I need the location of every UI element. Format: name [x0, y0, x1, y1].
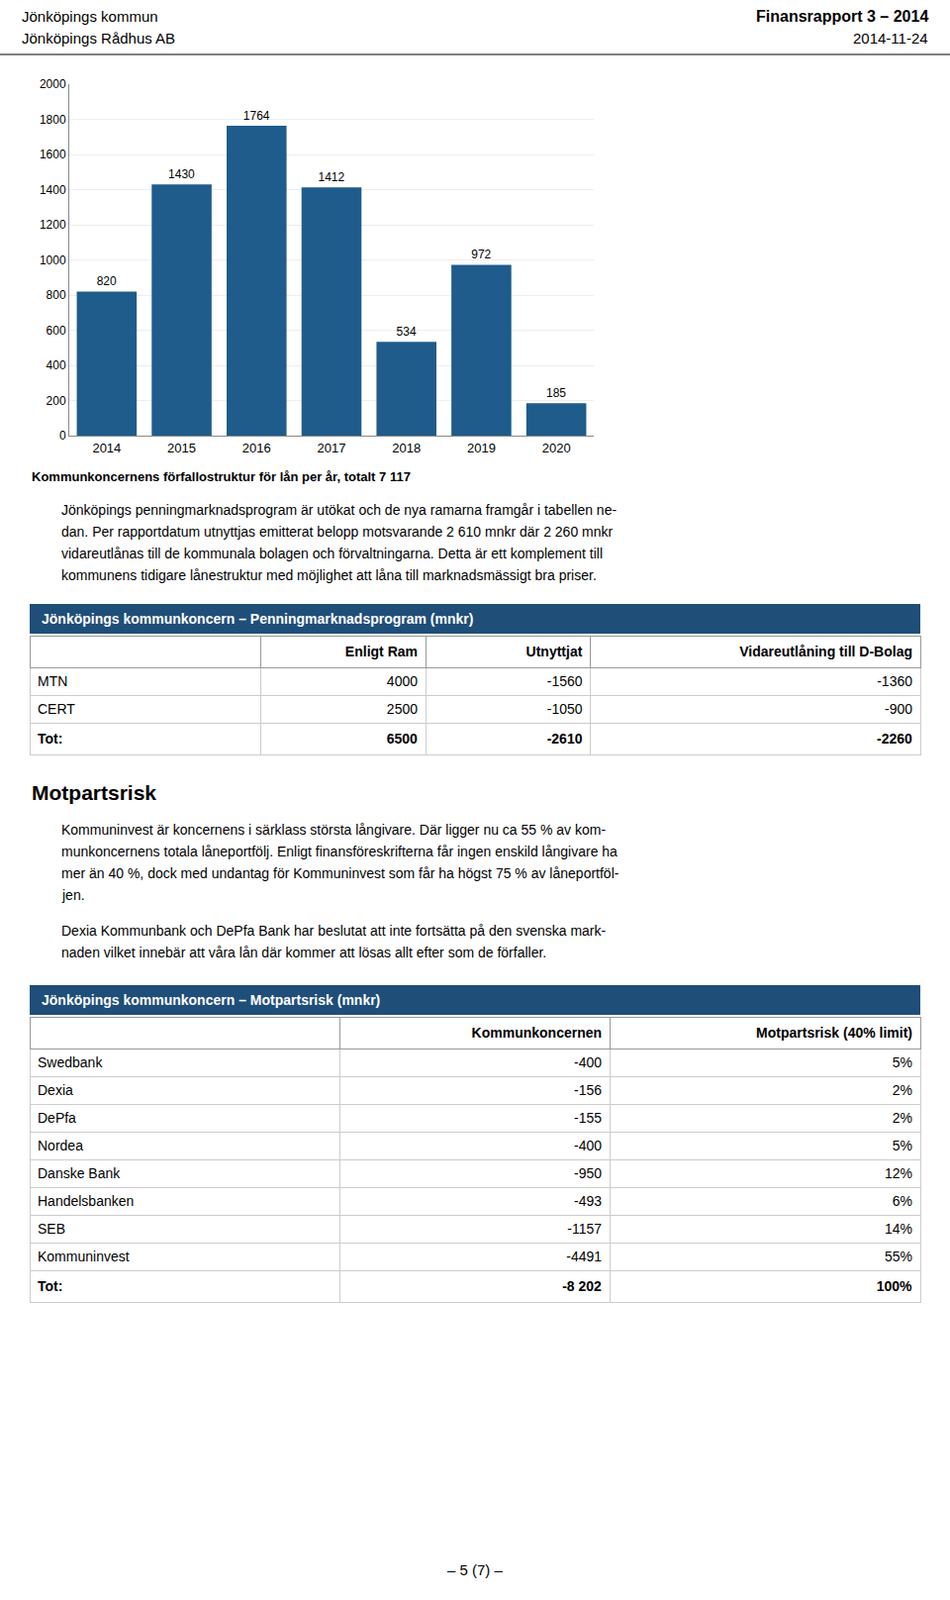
svg-text:Tot:: Tot: — [37, 1277, 63, 1294]
svg-text:2019: 2019 — [467, 440, 496, 456]
svg-text:4000: 4000 — [386, 672, 418, 689]
svg-text:Vidareutlåning till D-Bolag: Vidareutlåning till D-Bolag — [739, 643, 913, 660]
svg-text:12%: 12% — [884, 1164, 913, 1181]
svg-text:kommunens tidigare lånestruktu: kommunens tidigare lånestruktur med möjl… — [61, 567, 597, 583]
svg-text:1430: 1430 — [168, 167, 195, 182]
svg-text:400: 400 — [46, 358, 67, 373]
svg-text:1800: 1800 — [39, 112, 67, 127]
svg-text:Jönköpings kommunkoncern – Pen: Jönköpings kommunkoncern – Penningmarkna… — [41, 610, 474, 627]
svg-text:CERT: CERT — [37, 700, 76, 717]
svg-text:Dexia Kommunbank och DePfa Ban: Dexia Kommunbank och DePfa Bank har besl… — [61, 922, 607, 939]
svg-text:2016: 2016 — [242, 440, 272, 456]
svg-text:Motpartsrisk (40% limit): Motpartsrisk (40% limit) — [756, 1024, 913, 1041]
svg-text:-8 202: -8 202 — [562, 1277, 602, 1294]
svg-text:2%: 2% — [892, 1109, 913, 1126]
svg-text:Tot:: Tot: — [37, 730, 63, 747]
svg-text:DePfa: DePfa — [37, 1109, 77, 1126]
svg-text:Utnyttjat: Utnyttjat — [526, 643, 583, 660]
svg-text:2017: 2017 — [317, 440, 347, 456]
svg-text:1400: 1400 — [39, 183, 67, 197]
svg-text:2000: 2000 — [39, 77, 67, 92]
svg-text:Kommunkoncernen: Kommunkoncernen — [472, 1024, 602, 1041]
svg-text:vidareutlånas till de kommunal: vidareutlånas till de kommunala bolagen … — [61, 545, 603, 562]
svg-text:0: 0 — [59, 428, 67, 443]
svg-text:2018: 2018 — [391, 440, 421, 456]
svg-text:2500: 2500 — [386, 700, 418, 717]
svg-text:Kommunkoncernens förfallostruk: Kommunkoncernens förfallostruktur för lå… — [31, 469, 411, 484]
svg-text:mer än 40 %, dock med undantag: mer än 40 %, dock med undantag för Kommu… — [61, 864, 620, 881]
svg-text:-155: -155 — [573, 1109, 602, 1126]
svg-text:Handelsbanken: Handelsbanken — [37, 1192, 134, 1209]
svg-text:Enligt Ram: Enligt Ram — [345, 643, 418, 660]
svg-text:-156: -156 — [573, 1081, 602, 1098]
svg-text:Swedbank: Swedbank — [37, 1053, 103, 1070]
svg-text:– 5 (7) –: – 5 (7) – — [447, 1560, 504, 1578]
svg-text:14%: 14% — [884, 1220, 913, 1236]
svg-text:200: 200 — [46, 393, 67, 408]
svg-text:MTN: MTN — [37, 672, 68, 689]
svg-text:100%: 100% — [876, 1277, 913, 1294]
svg-text:5%: 5% — [892, 1053, 913, 1070]
svg-text:-400: -400 — [573, 1137, 602, 1153]
svg-text:-4491: -4491 — [566, 1247, 602, 1264]
svg-text:1000: 1000 — [39, 253, 67, 268]
svg-text:6500: 6500 — [386, 730, 418, 747]
svg-text:Motpartsrisk: Motpartsrisk — [31, 780, 157, 804]
svg-text:naden vilket innebär att våra: naden vilket innebär att våra lån där ko… — [61, 944, 547, 960]
svg-text:800: 800 — [46, 287, 67, 302]
svg-text:Kommuninvest är koncernens i s: Kommuninvest är koncernens i särklass st… — [61, 821, 606, 838]
svg-text:-493: -493 — [573, 1192, 602, 1209]
svg-text:2015: 2015 — [167, 440, 196, 456]
svg-text:-900: -900 — [884, 700, 913, 717]
svg-text:-2610: -2610 — [547, 730, 583, 747]
svg-text:2014-11-24: 2014-11-24 — [853, 29, 929, 47]
svg-text:-400: -400 — [573, 1053, 602, 1070]
svg-text:2%: 2% — [892, 1081, 913, 1098]
svg-text:munkoncernens totala låneportf: munkoncernens totala låneportfölj. Enlig… — [61, 843, 618, 859]
svg-text:55%: 55% — [884, 1247, 913, 1264]
svg-text:jen.: jen. — [61, 886, 86, 903]
svg-text:Kommuninvest: Kommuninvest — [37, 1247, 130, 1264]
svg-text:-2260: -2260 — [876, 730, 913, 747]
svg-text:Dexia: Dexia — [37, 1081, 74, 1098]
svg-text:Jönköpings kommunkoncern – Mot: Jönköpings kommunkoncern – Motpartsrisk … — [41, 991, 380, 1008]
svg-text:972: 972 — [471, 247, 491, 262]
svg-text:Jönköpings Rådhus AB: Jönköpings Rådhus AB — [21, 29, 176, 47]
svg-text:-950: -950 — [573, 1164, 602, 1181]
svg-text:5%: 5% — [892, 1137, 913, 1153]
svg-text:534: 534 — [396, 324, 417, 339]
svg-text:185: 185 — [546, 385, 567, 400]
svg-text:1600: 1600 — [39, 147, 67, 162]
svg-text:820: 820 — [96, 274, 117, 288]
svg-text:600: 600 — [46, 323, 67, 338]
svg-text:1412: 1412 — [317, 170, 345, 185]
svg-text:Jönköpings kommun: Jönköpings kommun — [21, 7, 159, 25]
svg-text:Finansrapport 3 – 2014: Finansrapport 3 – 2014 — [756, 7, 929, 25]
svg-text:1200: 1200 — [39, 217, 67, 232]
svg-text:-1360: -1360 — [876, 672, 913, 689]
svg-text:Jönköpings penningmarknadsprog: Jönköpings penningmarknadsprogram är utö… — [61, 501, 617, 518]
svg-text:SEB: SEB — [37, 1220, 66, 1236]
svg-text:6%: 6% — [892, 1192, 913, 1209]
svg-text:dan. Per rapportdatum utnyttja: dan. Per rapportdatum utnyttjas emittera… — [61, 523, 614, 540]
svg-text:Danske Bank: Danske Bank — [37, 1164, 121, 1181]
svg-text:-1157: -1157 — [567, 1220, 602, 1236]
svg-text:-1560: -1560 — [547, 672, 583, 689]
svg-text:1764: 1764 — [243, 108, 271, 123]
svg-text:2014: 2014 — [92, 440, 121, 456]
svg-text:2020: 2020 — [542, 440, 571, 456]
svg-text:Nordea: Nordea — [37, 1137, 84, 1153]
svg-text:-1050: -1050 — [547, 700, 583, 717]
